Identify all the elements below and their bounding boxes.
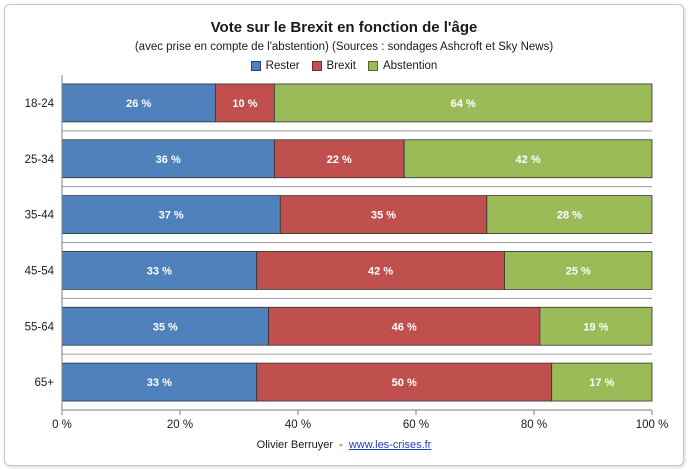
x-tick-label: 60 % [403, 419, 429, 431]
x-tick-label: 100 % [636, 419, 669, 431]
legend: Rester Brexit Abstention [5, 60, 683, 72]
legend-label: Rester [265, 60, 300, 72]
bar-brexit-55-64 [268, 306, 541, 346]
legend-label: Brexit [326, 60, 356, 72]
x-tick-label: 0 % [52, 419, 72, 431]
legend-item-rester: Rester [250, 60, 300, 72]
legend-swatch-brexit [311, 61, 322, 71]
data-label: 37 % [159, 210, 184, 222]
data-label: 33 % [147, 265, 172, 277]
bar-rester-35-44 [61, 195, 281, 234]
data-label: 50 % [392, 377, 417, 389]
data-label: 35 % [371, 210, 396, 222]
bar-abstention-55-64 [539, 306, 653, 346]
bar-rester-25-34 [61, 139, 275, 179]
x-tick-label: 80 % [521, 419, 547, 431]
chart-frame: Vote sur le Brexit en fonction de l'âge … [4, 4, 684, 466]
source-credit: Olivier Berruyer - www.les-crises.fr [5, 439, 683, 451]
source-link[interactable]: www.les-crises.fr [348, 439, 432, 451]
data-label: 46 % [392, 321, 417, 333]
legend-swatch-abstention [367, 61, 378, 71]
chart-title: Vote sur le Brexit en fonction de l'âge [210, 19, 478, 36]
bar-rester-55-64 [61, 306, 269, 346]
data-label: 10 % [232, 98, 257, 110]
data-label: 22 % [327, 154, 352, 166]
bar-abstention-25-34 [403, 139, 653, 179]
plot-area: 26 % 10 % 64 % 18-24 36 % 22 % 42 % 25-34 37 % 35… [25, 75, 669, 431]
x-tick-label: 20 % [167, 419, 193, 431]
legend-swatch-rester [250, 61, 261, 71]
data-label: 28 % [557, 210, 582, 222]
category-label: 35-44 [25, 210, 55, 222]
category-label: 55-64 [25, 321, 55, 333]
source-author: Olivier Berruyer [256, 439, 334, 451]
bar-abstention-45-54 [504, 251, 653, 290]
bar-abstention-18-24 [273, 83, 653, 123]
chart-subtitle: (avec prise en compte de l'abstention) (… [134, 41, 554, 53]
x-tick-label: 40 % [285, 419, 311, 431]
bar-abstention-35-44 [486, 195, 653, 234]
bar-brexit-18-24 [214, 83, 275, 123]
category-label: 65+ [34, 377, 54, 389]
data-label: 33 % [147, 377, 172, 389]
bar-brexit-35-44 [279, 195, 488, 234]
bar-brexit-65+ [256, 362, 553, 402]
bar-rester-65+ [61, 362, 258, 402]
category-label: 45-54 [25, 265, 55, 277]
bar-brexit-45-54 [256, 251, 505, 290]
category-label: 25-34 [25, 154, 55, 166]
data-label: 64 % [451, 98, 476, 110]
data-label: 42 % [368, 265, 393, 277]
data-label: 42 % [516, 154, 541, 166]
bar-rester-45-54 [61, 251, 258, 290]
data-label: 36 % [156, 154, 181, 166]
category-label: 18-24 [25, 98, 55, 110]
source-separator: - [339, 439, 343, 451]
bar-abstention-65+ [551, 362, 653, 402]
data-label: 26 % [126, 98, 151, 110]
legend-item-brexit: Brexit [311, 60, 356, 72]
data-label: 17 % [589, 377, 614, 389]
bar-brexit-25-34 [273, 139, 405, 179]
legend-item-abstention: Abstention [367, 60, 438, 72]
legend-label: Abstention [382, 60, 438, 72]
data-label: 19 % [583, 321, 608, 333]
data-label: 25 % [566, 265, 591, 277]
data-label: 35 % [153, 321, 178, 333]
